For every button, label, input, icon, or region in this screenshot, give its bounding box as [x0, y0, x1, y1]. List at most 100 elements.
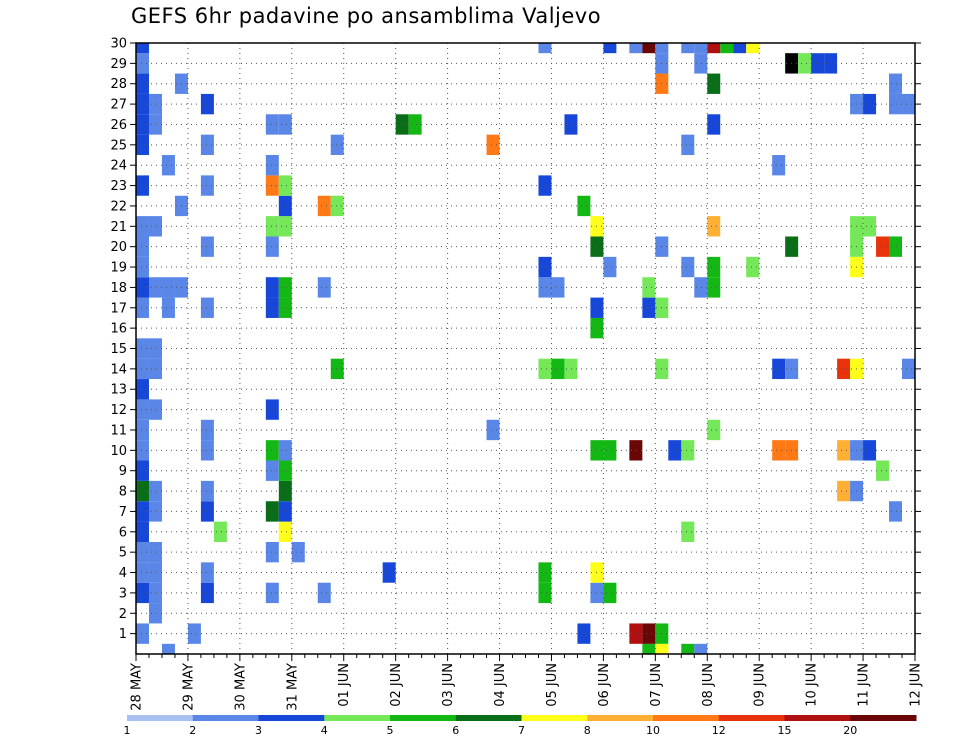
x-tick-label: 08 JUN: [701, 663, 716, 707]
heatmap-cell: [265, 114, 279, 135]
heatmap-cell: [538, 256, 552, 278]
colorbar-swatch: [127, 715, 194, 721]
colorbar-label: 2: [189, 724, 196, 737]
heatmap-cell: [889, 73, 903, 94]
heatmap-cell: [161, 277, 175, 298]
heatmap-cell: [136, 379, 149, 400]
heatmap-cell: [629, 440, 643, 461]
heatmap-cell: [278, 297, 292, 318]
heatmap-cell: [265, 399, 279, 420]
heatmap-cell: [148, 582, 162, 604]
y-tick-label: 29: [110, 57, 127, 72]
colorbar-swatch: [653, 715, 720, 721]
heatmap-cell: [733, 43, 747, 54]
heatmap-cell: [798, 53, 812, 74]
heatmap-cell: [837, 358, 851, 380]
heatmap-cell: [136, 623, 149, 644]
heatmap-cell: [136, 175, 149, 196]
colorbar-swatch: [850, 715, 917, 721]
heatmap-cell: [265, 501, 279, 522]
heatmap-cell: [538, 562, 552, 583]
heatmap-cell: [538, 582, 552, 604]
y-tick-label: 23: [110, 179, 127, 194]
heatmap-cell: [707, 43, 721, 54]
heatmap-cell: [200, 419, 214, 441]
heatmap-cell: [707, 114, 721, 135]
y-tick-label: 2: [119, 607, 127, 622]
heatmap-cell: [707, 73, 721, 94]
heatmap-cell: [629, 43, 643, 54]
heatmap-cell: [772, 440, 786, 461]
heatmap-cell: [136, 419, 149, 441]
heatmap-cell: [902, 358, 915, 380]
x-tick-label: 04 JUN: [493, 663, 508, 707]
x-tick-label: 07 JUN: [649, 663, 664, 707]
heatmap-cell: [707, 216, 721, 237]
heatmap-cell: [408, 114, 422, 135]
heatmap-cell: [136, 114, 149, 135]
y-tick-label: 26: [110, 118, 127, 133]
heatmap-cell: [837, 480, 851, 502]
heatmap-cell: [161, 297, 175, 318]
heatmap-cell: [148, 114, 162, 135]
heatmap-cell: [603, 582, 617, 604]
heatmap-cell: [136, 236, 149, 257]
heatmap-cell: [278, 521, 292, 542]
y-tick-label: 11: [110, 423, 127, 438]
heatmap-cell: [278, 480, 292, 502]
heatmap-cell: [200, 480, 214, 502]
heatmap-cell: [707, 419, 721, 441]
x-tick-label: 03 JUN: [441, 663, 456, 707]
heatmap-cell: [642, 643, 656, 654]
heatmap-cell: [136, 73, 149, 94]
heatmap-cell: [136, 399, 149, 420]
colorbar-swatch: [324, 715, 391, 721]
heatmap-cell: [148, 216, 162, 237]
y-tick-label: 6: [119, 525, 127, 540]
heatmap-cell: [200, 501, 214, 522]
heatmap-cell: [629, 623, 643, 644]
heatmap-cell: [720, 43, 734, 54]
heatmap-cell: [876, 460, 890, 481]
colorbar: 1 2 3 4 5 6 7 8 10 12 15 20: [124, 715, 917, 737]
x-tick-label: 05 JUN: [545, 663, 560, 707]
x-tick-label: 29 MAY: [181, 663, 196, 711]
heatmap-cell: [603, 43, 617, 54]
y-tick-label: 27: [110, 98, 127, 113]
heatmap-cell: [200, 562, 214, 583]
x-tick-label: 11 JUN: [857, 663, 872, 707]
grid-lines: [136, 43, 915, 654]
heatmap-cell: [148, 358, 162, 380]
heatmap-cell: [486, 134, 500, 156]
y-tick-label: 21: [110, 220, 127, 235]
heatmap-cell: [681, 440, 695, 461]
heatmap-cell: [317, 582, 331, 604]
heatmap-cell: [837, 440, 851, 461]
colorbar-swatch: [390, 715, 457, 721]
heatmap-cell: [200, 93, 214, 115]
heatmap-cell: [564, 358, 578, 380]
heatmap-cell: [642, 43, 656, 54]
x-tick-label: 31 MAY: [285, 663, 300, 711]
x-tick-label: 28 MAY: [130, 663, 145, 711]
heatmap-cell: [200, 440, 214, 461]
colorbar-label: 12: [712, 724, 726, 737]
colorbar-label: 15: [778, 724, 792, 737]
heatmap-cell: [863, 216, 877, 237]
heatmap-cell: [265, 155, 279, 176]
heatmap-cell: [265, 175, 279, 196]
heatmap-cell: [136, 582, 149, 604]
x-tick-label: 12 JUN: [909, 663, 924, 707]
heatmap-cell: [746, 256, 760, 278]
heatmap-cell: [278, 501, 292, 522]
heatmap-cell: [136, 562, 149, 583]
y-tick-label: 4: [119, 566, 127, 581]
heatmap-cell: [707, 256, 721, 278]
colorbar-label: 6: [452, 724, 459, 737]
heatmap-cell: [136, 256, 149, 278]
heatmap-cell: [642, 277, 656, 298]
heatmap-cell: [136, 541, 149, 563]
colorbar-label: 1: [124, 724, 131, 737]
heatmap-cell: [136, 277, 149, 298]
